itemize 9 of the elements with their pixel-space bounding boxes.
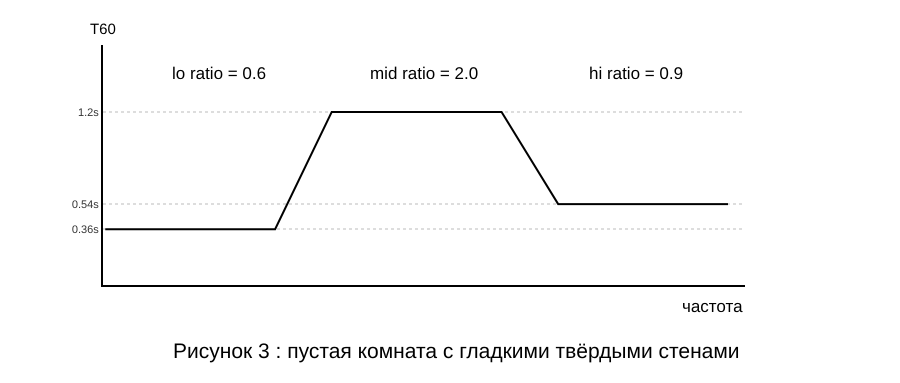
y-axis-title: T60 [90,21,116,38]
annotation: mid ratio = 2.0 [370,64,478,83]
y-tick-label: 0.54s [72,198,100,211]
y-tick-label: 1.2s [78,106,100,119]
text: Рисунок 3 : пустая комната с гладкими твёрдыми стенами [173,340,740,363]
annotation: lo ratio = 0.6 [172,64,266,83]
annotation: hi ratio = 0.9 [589,64,684,83]
y-tick-label: 0.36s [72,224,100,236]
x-axis-title: частота [682,297,744,316]
